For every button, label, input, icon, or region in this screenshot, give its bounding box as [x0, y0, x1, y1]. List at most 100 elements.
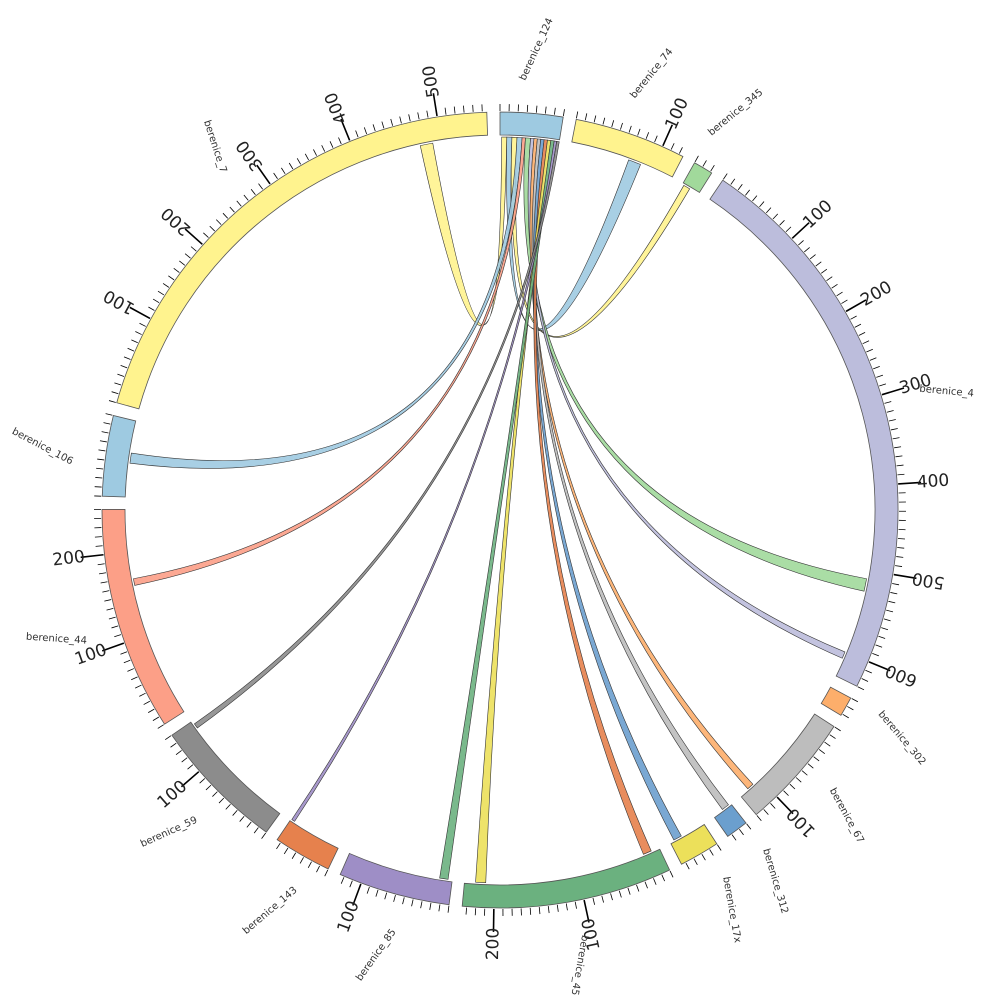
tick-mark: [890, 592, 897, 593]
tick-mark: [185, 254, 190, 258]
tick-mark: [808, 764, 813, 768]
tick-mark: [694, 859, 697, 865]
tick-mark: [101, 582, 108, 583]
tick-mark: [802, 771, 807, 776]
tick-mark: [454, 107, 455, 114]
tick-mark: [814, 757, 820, 761]
tick-mark: [603, 118, 605, 125]
tick-mark: [717, 845, 721, 851]
tick-label: 500: [419, 64, 444, 99]
tick-mark: [575, 902, 576, 909]
tick-mark: [135, 331, 141, 334]
tick-mark: [628, 888, 630, 895]
segment-berenice_4: [710, 180, 898, 686]
tick-mark: [843, 714, 849, 718]
tick-mark: [322, 145, 325, 151]
tick-mark: [400, 117, 402, 124]
tick-mark: [566, 903, 567, 910]
tick-mark: [892, 584, 899, 585]
tick-mark: [281, 168, 285, 174]
tick-mark: [821, 269, 827, 273]
tick-mark: [738, 184, 742, 190]
tick-mark: [191, 247, 196, 252]
tick-mark: [662, 875, 665, 881]
segment-berenice_302: [821, 687, 851, 715]
segment-label-berenice_17x: berenice_17x: [720, 876, 743, 944]
tick-mark: [679, 147, 682, 153]
tick-mark: [557, 905, 558, 912]
tick-mark: [140, 323, 146, 326]
tick-mark: [421, 901, 422, 908]
tick-mark: [412, 899, 414, 906]
tick-mark: [852, 698, 858, 701]
tick-mark: [745, 190, 749, 196]
tick-mark: [120, 652, 127, 654]
tick-label: 200: [483, 928, 503, 961]
tick-mark: [109, 401, 116, 403]
tick-mark: [385, 893, 387, 900]
tick-mark: [179, 261, 185, 265]
segment-label-berenice_74: berenice_74: [628, 47, 675, 101]
tick-mark: [305, 154, 308, 160]
tick-mark: [863, 341, 869, 344]
tick-mark: [764, 809, 769, 814]
tick-mark: [112, 626, 119, 628]
tick-mark: [102, 432, 109, 433]
tick-mark: [710, 849, 714, 855]
segment-berenice_85: [340, 853, 452, 904]
segment-label-berenice_124: berenice_124: [518, 17, 556, 83]
tick-mark: [629, 126, 631, 133]
tick-mark: [95, 477, 102, 478]
tick-mark: [124, 357, 130, 360]
tick-mark: [889, 419, 896, 421]
tick-mark: [330, 141, 333, 147]
tick-mark: [104, 423, 111, 425]
tick-label: 300: [232, 136, 267, 174]
tick-mark: [602, 896, 604, 903]
tick-mark: [536, 106, 537, 113]
ribbon-berenice_124-berenice_17x: [533, 139, 681, 840]
tick-mark: [757, 815, 762, 820]
tick-mark: [223, 213, 228, 218]
tick-mark: [759, 202, 764, 207]
tick-mark: [292, 853, 296, 859]
tick-label: 200: [51, 547, 85, 571]
tick-mark: [316, 866, 319, 872]
tick-mark: [427, 111, 428, 118]
tick-mark: [289, 163, 293, 169]
tick-mark: [338, 138, 341, 144]
tick-mark: [897, 465, 904, 466]
tick-mark: [148, 307, 154, 310]
tick-mark: [790, 784, 795, 789]
tick-mark: [873, 366, 880, 368]
tick-mark: [200, 778, 205, 783]
tick-mark: [804, 247, 809, 252]
tick-mark: [96, 546, 103, 547]
tick-mark: [619, 891, 621, 898]
tick-mark: [259, 184, 263, 190]
tick-mark: [114, 383, 121, 385]
tick-mark: [881, 628, 888, 630]
tick-mark: [830, 735, 836, 739]
tick-mark: [203, 233, 208, 238]
segment-label-berenice_4: berenice_4: [919, 384, 974, 400]
tick-mark: [99, 573, 106, 574]
tick-mark: [124, 660, 130, 663]
tick-mark: [121, 365, 128, 367]
tick-mark: [850, 316, 856, 319]
tick-mark: [897, 474, 904, 475]
tick-mark: [620, 123, 622, 130]
tick-mark: [752, 196, 756, 201]
tick-mark: [747, 824, 751, 830]
tick-mark: [102, 591, 109, 592]
tick-mark: [646, 132, 649, 139]
tick-mark: [702, 854, 706, 860]
tick-mark: [548, 906, 549, 913]
tick-mark: [895, 566, 902, 567]
tick-mark: [112, 392, 119, 394]
tick-mark: [878, 636, 885, 638]
tick-mark: [638, 129, 640, 136]
tick-mark: [262, 833, 266, 839]
tick-mark: [671, 143, 674, 149]
